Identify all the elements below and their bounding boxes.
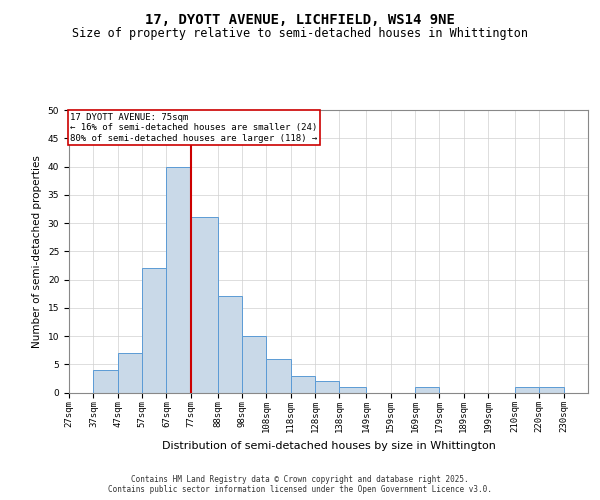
Text: 17 DYOTT AVENUE: 75sqm
← 16% of semi-detached houses are smaller (24)
80% of sem: 17 DYOTT AVENUE: 75sqm ← 16% of semi-det…: [70, 113, 317, 142]
Bar: [142, 268, 166, 392]
Bar: [539, 387, 563, 392]
Y-axis label: Number of semi-detached properties: Number of semi-detached properties: [32, 155, 42, 348]
Bar: [291, 376, 315, 392]
Text: Contains HM Land Registry data © Crown copyright and database right 2025.
Contai: Contains HM Land Registry data © Crown c…: [108, 474, 492, 494]
Bar: [315, 381, 340, 392]
Bar: [242, 336, 266, 392]
Bar: [340, 387, 366, 392]
Bar: [415, 387, 439, 392]
Bar: [118, 353, 142, 393]
Bar: [266, 358, 291, 392]
Text: Size of property relative to semi-detached houses in Whittington: Size of property relative to semi-detach…: [72, 28, 528, 40]
X-axis label: Distribution of semi-detached houses by size in Whittington: Distribution of semi-detached houses by …: [161, 440, 496, 450]
Bar: [515, 387, 539, 392]
Text: 17, DYOTT AVENUE, LICHFIELD, WS14 9NE: 17, DYOTT AVENUE, LICHFIELD, WS14 9NE: [145, 12, 455, 26]
Bar: [191, 218, 218, 392]
Bar: [218, 296, 242, 392]
Bar: [166, 166, 191, 392]
Bar: [94, 370, 118, 392]
